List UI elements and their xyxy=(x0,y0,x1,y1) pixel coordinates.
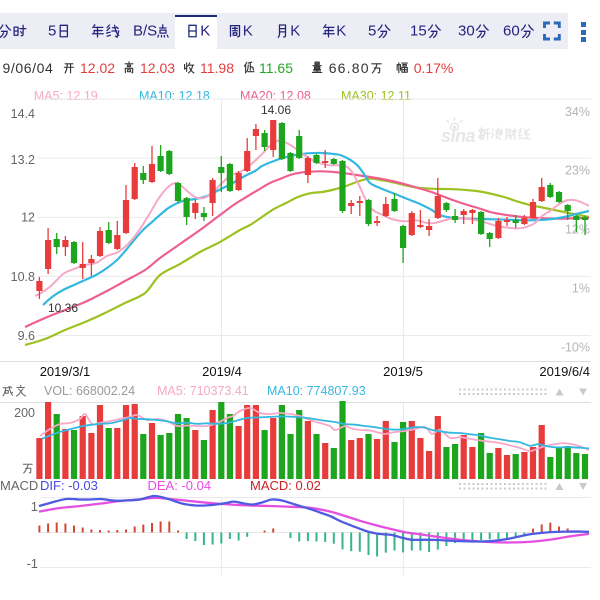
svg-text:2019/5: 2019/5 xyxy=(383,364,423,379)
svg-text:5: 5 xyxy=(368,22,376,39)
svg-text:1%: 1% xyxy=(572,282,590,296)
svg-text:VOL: 668002.24: VOL: 668002.24 xyxy=(44,384,135,398)
svg-text:2019/6/4: 2019/6/4 xyxy=(539,364,590,379)
svg-text:MA10: 774807.93: MA10: 774807.93 xyxy=(267,384,366,398)
svg-text:10.8: 10.8 xyxy=(11,270,35,284)
svg-text:1: 1 xyxy=(31,499,38,514)
svg-text:30: 30 xyxy=(458,22,475,39)
svg-text:DIF: -0.03: DIF: -0.03 xyxy=(40,478,98,493)
svg-text:12: 12 xyxy=(21,211,35,225)
svg-text:14.06: 14.06 xyxy=(261,103,291,117)
svg-text:14.4: 14.4 xyxy=(11,107,35,121)
svg-text:12%: 12% xyxy=(565,223,590,237)
svg-text:MA5: 710373.41: MA5: 710373.41 xyxy=(157,384,249,398)
svg-text:15: 15 xyxy=(410,22,427,39)
svg-text:2019/3/1: 2019/3/1 xyxy=(40,364,91,379)
svg-text:K: K xyxy=(290,22,300,39)
svg-text:MACD: 0.02: MACD: 0.02 xyxy=(250,478,321,493)
svg-text:K: K xyxy=(243,22,253,39)
svg-text:9.6: 9.6 xyxy=(18,329,35,343)
svg-text:DEA: -0.04: DEA: -0.04 xyxy=(148,478,212,493)
svg-text:10.36: 10.36 xyxy=(48,301,78,315)
svg-text:sina: sina xyxy=(441,126,476,146)
svg-text:23%: 23% xyxy=(565,163,590,177)
svg-text:13.2: 13.2 xyxy=(11,153,35,167)
svg-text:5: 5 xyxy=(48,22,56,39)
svg-text:-1: -1 xyxy=(26,556,38,571)
svg-text:34%: 34% xyxy=(565,105,590,119)
svg-text:2019/4: 2019/4 xyxy=(202,364,242,379)
svg-text:-10%: -10% xyxy=(561,341,590,355)
svg-text:MACD: MACD xyxy=(0,478,38,493)
svg-text:60: 60 xyxy=(503,22,520,39)
svg-text:K: K xyxy=(200,22,210,39)
svg-text:K: K xyxy=(336,22,346,39)
svg-text:200: 200 xyxy=(14,406,35,420)
svg-text:B/S: B/S xyxy=(133,22,157,39)
